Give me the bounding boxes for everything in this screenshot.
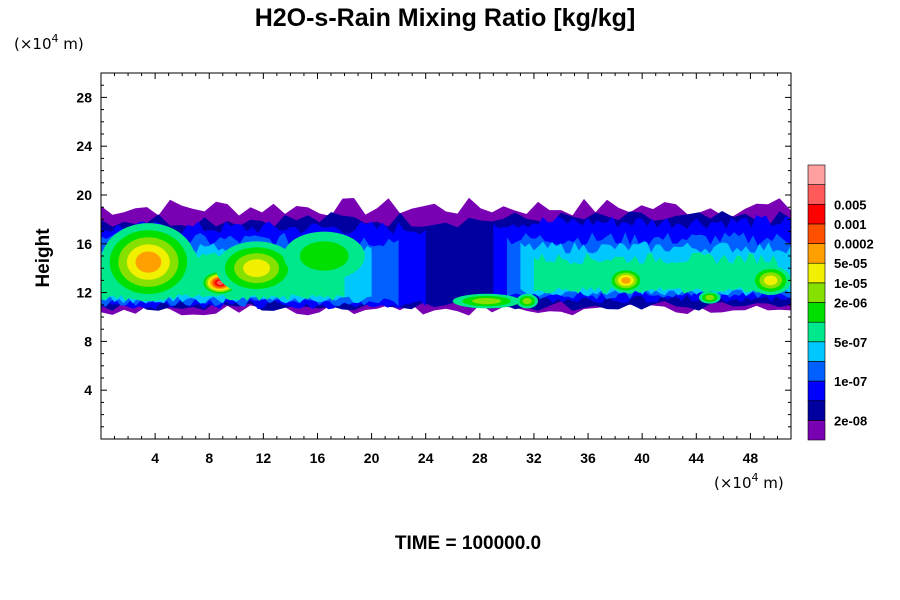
y-tick-label: 20 <box>76 187 92 203</box>
colorbar-tick-label: 2e-08 <box>834 413 867 428</box>
field-blob-7-layer-7 <box>705 294 715 301</box>
mixing-ratio-field <box>101 197 791 316</box>
colorbar-swatch <box>807 203 826 225</box>
y-axis-unit-exponent: 4 <box>52 32 59 45</box>
x-axis-unit: (×104 m) <box>714 471 784 492</box>
field-blob-6-layer-9 <box>621 277 631 284</box>
colorbar-tick-label: 0.001 <box>834 217 867 232</box>
x-axis-ticks: 4 8 12 16 20 24 28 32 36 40 44 48 <box>114 73 778 466</box>
y-tick-label: 12 <box>76 285 92 301</box>
field-blob-4-layer-7 <box>472 298 502 305</box>
x-tick-label: 16 <box>310 450 326 466</box>
colorbar-tick-label: 1e-07 <box>834 374 867 389</box>
y-tick-label: 16 <box>76 236 92 252</box>
x-tick-label: 8 <box>205 450 213 466</box>
x-tick-label: 24 <box>418 450 434 466</box>
y-axis-unit-tail: m) <box>59 35 84 53</box>
time-label: TIME = 100000.0 <box>395 533 541 554</box>
chart-title: H2O-s-Rain Mixing Ratio [kg/kg] <box>255 4 636 32</box>
colorbar-tick-label: 0.005 <box>834 197 867 212</box>
field-blob-8-layer-8 <box>763 275 778 286</box>
x-tick-label: 48 <box>743 450 759 466</box>
field-blob-2-layer-8 <box>243 259 271 278</box>
x-tick-label: 36 <box>580 450 596 466</box>
colorbar-tick-label: 2e-06 <box>834 296 867 311</box>
colorbar-tick-label: 5e-05 <box>834 256 867 271</box>
colorbar-swatch <box>807 302 826 323</box>
y-tick-label: 28 <box>76 89 92 105</box>
y-axis-label: Height <box>33 228 54 288</box>
y-tick-label: 24 <box>76 138 92 154</box>
x-tick-label: 4 <box>151 450 159 466</box>
colorbar-swatch <box>807 341 826 362</box>
colorbar-swatch <box>807 184 826 205</box>
x-tick-label: 20 <box>364 450 380 466</box>
y-tick-label: 4 <box>84 382 92 398</box>
colorbar-tick-label: 1e-05 <box>834 276 867 291</box>
y-axis-unit-base: (×10 <box>14 35 52 53</box>
colorbar-swatch <box>807 321 826 343</box>
x-tick-label: 32 <box>526 450 542 466</box>
colorbar-tick-label: 0.0002 <box>834 237 874 252</box>
x-axis-unit-base: (×10 <box>714 474 752 492</box>
x-tick-label: 40 <box>634 450 650 466</box>
field-blob-3-layer-6 <box>299 241 349 271</box>
colorbar-swatch <box>807 380 826 402</box>
x-tick-label: 28 <box>472 450 488 466</box>
y-axis-unit: (×104 m) <box>14 32 84 53</box>
colorbar-swatch <box>807 420 826 441</box>
colorbar-swatch <box>807 361 826 382</box>
colorbar: 2e-08 1e-07 5e-07 2e-06 1e-05 5e-05 0.0002 0.00… <box>807 164 874 441</box>
field-blob-5-layer-7 <box>522 298 532 305</box>
field-blob-0-layer-9 <box>135 251 162 273</box>
x-tick-label: 12 <box>256 450 272 466</box>
colorbar-tick-label: 5e-07 <box>834 335 867 350</box>
y-tick-label: 8 <box>84 333 92 349</box>
colorbar-swatch <box>807 223 826 244</box>
field-band-right-5e-06 <box>533 252 778 294</box>
colorbar-swatch <box>807 243 826 264</box>
colorbar-swatch <box>807 164 826 185</box>
x-axis-unit-exponent: 4 <box>752 471 759 484</box>
colorbar-swatch <box>807 400 826 421</box>
x-tick-label: 44 <box>689 450 705 466</box>
colorbar-swatch <box>807 282 826 303</box>
colorbar-swatch <box>807 262 826 284</box>
x-axis-unit-tail: m) <box>759 474 784 492</box>
y-axis-ticks: 4 8 12 16 20 24 28 <box>76 84 791 428</box>
